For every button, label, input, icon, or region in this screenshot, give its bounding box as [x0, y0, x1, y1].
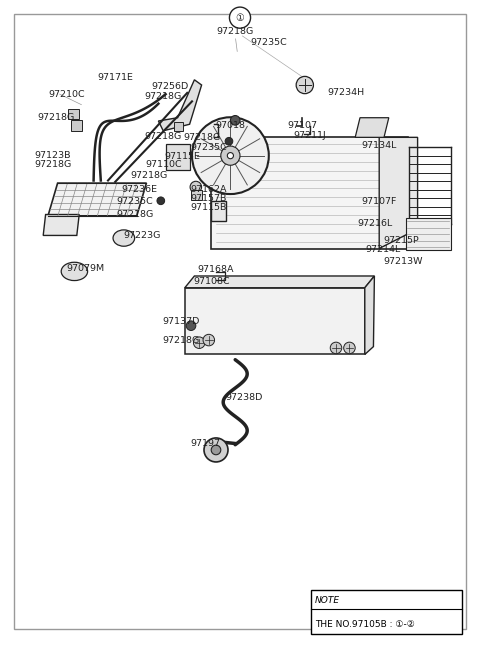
Bar: [185, 288, 365, 354]
Text: 97211J: 97211J: [293, 131, 326, 140]
Text: 97218G: 97218G: [37, 113, 75, 122]
Text: 97218G: 97218G: [144, 92, 182, 101]
Text: 97214L: 97214L: [365, 245, 401, 254]
Bar: [166, 144, 190, 170]
Polygon shape: [43, 215, 79, 235]
Polygon shape: [379, 137, 418, 249]
Bar: [211, 201, 226, 221]
Circle shape: [344, 342, 355, 354]
Text: 97197: 97197: [191, 439, 220, 448]
Text: 97223G: 97223G: [123, 231, 160, 240]
Text: 97115B: 97115B: [191, 203, 227, 212]
Text: 97110C: 97110C: [145, 160, 181, 169]
Text: 97137D: 97137D: [163, 317, 200, 326]
Bar: [406, 218, 451, 250]
Text: 97256D: 97256D: [152, 82, 189, 91]
Circle shape: [186, 321, 196, 330]
Bar: [174, 122, 183, 131]
Circle shape: [230, 116, 240, 125]
Bar: [68, 109, 79, 119]
Circle shape: [225, 137, 233, 145]
Circle shape: [211, 445, 221, 455]
Bar: [311, 590, 462, 634]
Text: 97218G: 97218G: [144, 131, 182, 141]
Text: 97107: 97107: [288, 121, 317, 130]
Bar: [211, 137, 408, 249]
Circle shape: [228, 152, 233, 159]
Text: 97157B: 97157B: [191, 194, 227, 203]
Text: 97134L: 97134L: [361, 141, 397, 150]
Ellipse shape: [61, 262, 88, 281]
Text: 97216L: 97216L: [358, 219, 393, 228]
Text: ①: ①: [236, 12, 244, 23]
Text: 97218G: 97218G: [216, 27, 254, 36]
Text: 97079M: 97079M: [66, 264, 105, 273]
Text: 97210C: 97210C: [48, 90, 84, 99]
Circle shape: [190, 181, 202, 193]
Text: 97108C: 97108C: [193, 277, 229, 286]
Circle shape: [229, 7, 251, 28]
Circle shape: [203, 334, 215, 346]
Circle shape: [192, 117, 269, 194]
Ellipse shape: [113, 230, 134, 246]
Polygon shape: [48, 183, 146, 216]
Circle shape: [204, 438, 228, 462]
Text: 97235C: 97235C: [116, 197, 153, 206]
Text: 97218G: 97218G: [183, 133, 220, 142]
Text: 97123B: 97123B: [35, 151, 71, 160]
Text: 97162A: 97162A: [191, 185, 227, 194]
Text: 97213W: 97213W: [384, 257, 423, 266]
Text: 97171E: 97171E: [97, 73, 133, 82]
Text: 97115E: 97115E: [165, 152, 200, 162]
Bar: [191, 190, 202, 200]
Text: NOTE: NOTE: [315, 596, 340, 606]
Circle shape: [221, 146, 240, 165]
Text: 97107F: 97107F: [361, 197, 397, 206]
Text: 97236E: 97236E: [121, 185, 157, 194]
Polygon shape: [185, 276, 374, 288]
Circle shape: [296, 77, 313, 94]
Polygon shape: [365, 276, 374, 354]
Text: 97218G: 97218G: [130, 171, 168, 180]
Bar: [71, 120, 82, 131]
Text: 97215P: 97215P: [383, 236, 419, 245]
Text: 97238D: 97238D: [225, 393, 263, 402]
Circle shape: [157, 197, 165, 205]
Circle shape: [330, 342, 342, 354]
Text: 97018: 97018: [216, 121, 245, 130]
Text: 97218G: 97218G: [163, 336, 200, 345]
Text: 97235C: 97235C: [191, 143, 227, 152]
Text: 97234H: 97234H: [327, 88, 364, 97]
Circle shape: [193, 337, 205, 349]
Polygon shape: [355, 118, 389, 137]
Text: THE NO.97105B : ①-②: THE NO.97105B : ①-②: [315, 621, 415, 629]
Text: 97218G: 97218G: [35, 160, 72, 169]
Text: 97168A: 97168A: [198, 265, 234, 274]
Polygon shape: [158, 80, 202, 131]
Text: 97235C: 97235C: [251, 38, 287, 47]
Text: 97218G: 97218G: [117, 210, 154, 219]
